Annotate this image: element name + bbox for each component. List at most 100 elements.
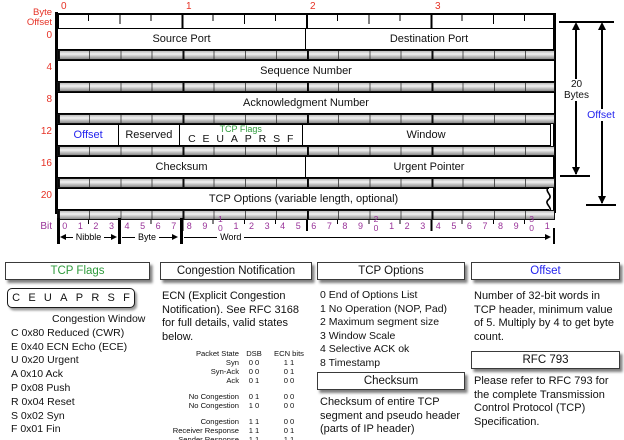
ruler-number: 0 xyxy=(61,1,67,12)
tcp-option: 0 End of Options List xyxy=(320,289,418,301)
bit-number: 1 xyxy=(544,221,550,231)
left-boundary-line xyxy=(55,12,58,214)
panel-title-tcp-flags: TCP Flags xyxy=(5,262,150,280)
row-offset-label: 20 xyxy=(40,190,52,201)
arrow-up-icon xyxy=(597,22,606,30)
bit-number: 2 xyxy=(93,221,99,231)
row-16: Checksum Urgent Pointer xyxy=(57,156,555,178)
twenty-bytes-label: 20 Bytes xyxy=(557,79,596,101)
flag-letter: C xyxy=(188,133,196,145)
bit-label: Bit xyxy=(40,221,52,232)
bit-number: 2 xyxy=(249,221,255,231)
arrow-up-icon xyxy=(571,22,580,30)
flag-description: P 0x08 Push xyxy=(11,381,71,394)
byte-scale: Byte xyxy=(122,231,179,243)
arrow-right-icon xyxy=(111,234,118,240)
tcp-option: 4 Selective ACK ok xyxy=(320,343,410,356)
field-urgent-pointer: Urgent Pointer xyxy=(304,156,554,178)
annotation-20byte-line xyxy=(560,175,590,177)
flag-description: S 0x02 Syn xyxy=(11,409,65,422)
field-offset: Offset xyxy=(57,124,120,146)
field-destination-port: Destination Port xyxy=(304,28,554,50)
flag-description: U 0x20 Urgent xyxy=(11,354,79,367)
flag-letter: R xyxy=(258,133,267,145)
congestion-body: ECN (Explicit Congestion Notification). … xyxy=(162,290,299,343)
panel-title-tcp-options: TCP Options xyxy=(317,262,465,280)
field-acknowledgment-number: Acknowledgment Number xyxy=(57,92,555,114)
flag-letter: A xyxy=(60,292,68,304)
field-source-port: Source Port xyxy=(57,28,306,50)
arrow-right-icon xyxy=(545,234,551,240)
bit-number: 7 xyxy=(171,221,177,231)
bit-number: 6 xyxy=(155,221,161,231)
field-tcp-options: TCP Options (variable length, optional) xyxy=(57,187,552,212)
byte-grid-bar xyxy=(57,178,555,188)
torn-edge-squiggle xyxy=(546,187,552,212)
ecn-table-header: Packet State DSB ECN bits xyxy=(195,349,304,358)
field-sequence-number: Sequence Number xyxy=(57,60,555,82)
byte-grid-bar xyxy=(57,114,555,124)
flag-description: E 0x40 ECN Echo (ECE) xyxy=(11,340,128,353)
row-offset-label: 0 xyxy=(46,30,52,41)
arrow-left-icon xyxy=(60,234,66,240)
flag-description: A 0x10 Ack xyxy=(11,368,63,381)
flag-intro-line: Congestion Window xyxy=(52,313,146,325)
field-window: Window xyxy=(301,124,551,146)
bit-number: 8 xyxy=(498,221,504,231)
panel-title-checksum: Checksum xyxy=(317,372,465,390)
arrow-down-icon xyxy=(597,196,606,204)
scale-ruler: Nibble Byte Word xyxy=(57,218,555,244)
bottom-ruler-ticks xyxy=(57,220,555,232)
nibble-scale: Nibble xyxy=(60,231,118,243)
bit-number: 3 xyxy=(420,221,426,231)
tcp-option: 2 Maximum segment size xyxy=(320,316,440,329)
flag-letter: F xyxy=(123,292,130,304)
field-checksum: Checksum xyxy=(57,156,306,178)
ruler-number: 2 xyxy=(310,1,316,12)
bit-number: 1 xyxy=(233,221,239,231)
flag-letter: U xyxy=(216,133,224,145)
row-offset-label: 12 xyxy=(40,126,52,137)
flag-description: R 0x04 Reset xyxy=(11,395,75,408)
bit-number: 8 xyxy=(342,221,348,231)
arrow-right-icon xyxy=(172,234,179,240)
tcp-option: 3 Window Scale xyxy=(320,329,396,342)
byte-grid-bar xyxy=(57,146,555,156)
flag-description: F 0x01 Fin xyxy=(11,423,61,436)
bit-number: 9 xyxy=(357,221,363,231)
row-offset-label: 16 xyxy=(40,158,52,169)
annotation-top-line xyxy=(559,21,614,23)
annotation-offset-line xyxy=(586,204,616,206)
bit-number: 6 xyxy=(466,221,472,231)
bit-number: 4 xyxy=(124,221,130,231)
tcp-option: 1 No Operation (NOP, Pad) xyxy=(320,302,448,315)
panel-title-offset: Offset xyxy=(471,262,620,280)
flag-letter: S xyxy=(107,292,115,304)
bit-number: 3 xyxy=(264,221,270,231)
offset-body: Number of 32-bit words in TCP header, mi… xyxy=(474,290,615,343)
rfc-body: Please refer to RFC 793 for the complete… xyxy=(474,375,609,428)
bit-number: 1 xyxy=(77,221,83,231)
panel-title-congestion: Congestion Notification xyxy=(160,262,312,280)
flag-letter: U xyxy=(43,292,52,304)
offset-annotation-label: Offset xyxy=(580,109,622,121)
panel-title-rfc: RFC 793 xyxy=(471,351,620,369)
row-0: Source Port Destination Port xyxy=(57,28,555,50)
row-4: Sequence Number xyxy=(57,60,555,82)
byte-grid-bar xyxy=(57,50,555,60)
tcp-option: 8 Timestamp xyxy=(320,356,381,369)
bit-number: 5 xyxy=(140,221,146,231)
bit-number: 1 xyxy=(389,221,395,231)
